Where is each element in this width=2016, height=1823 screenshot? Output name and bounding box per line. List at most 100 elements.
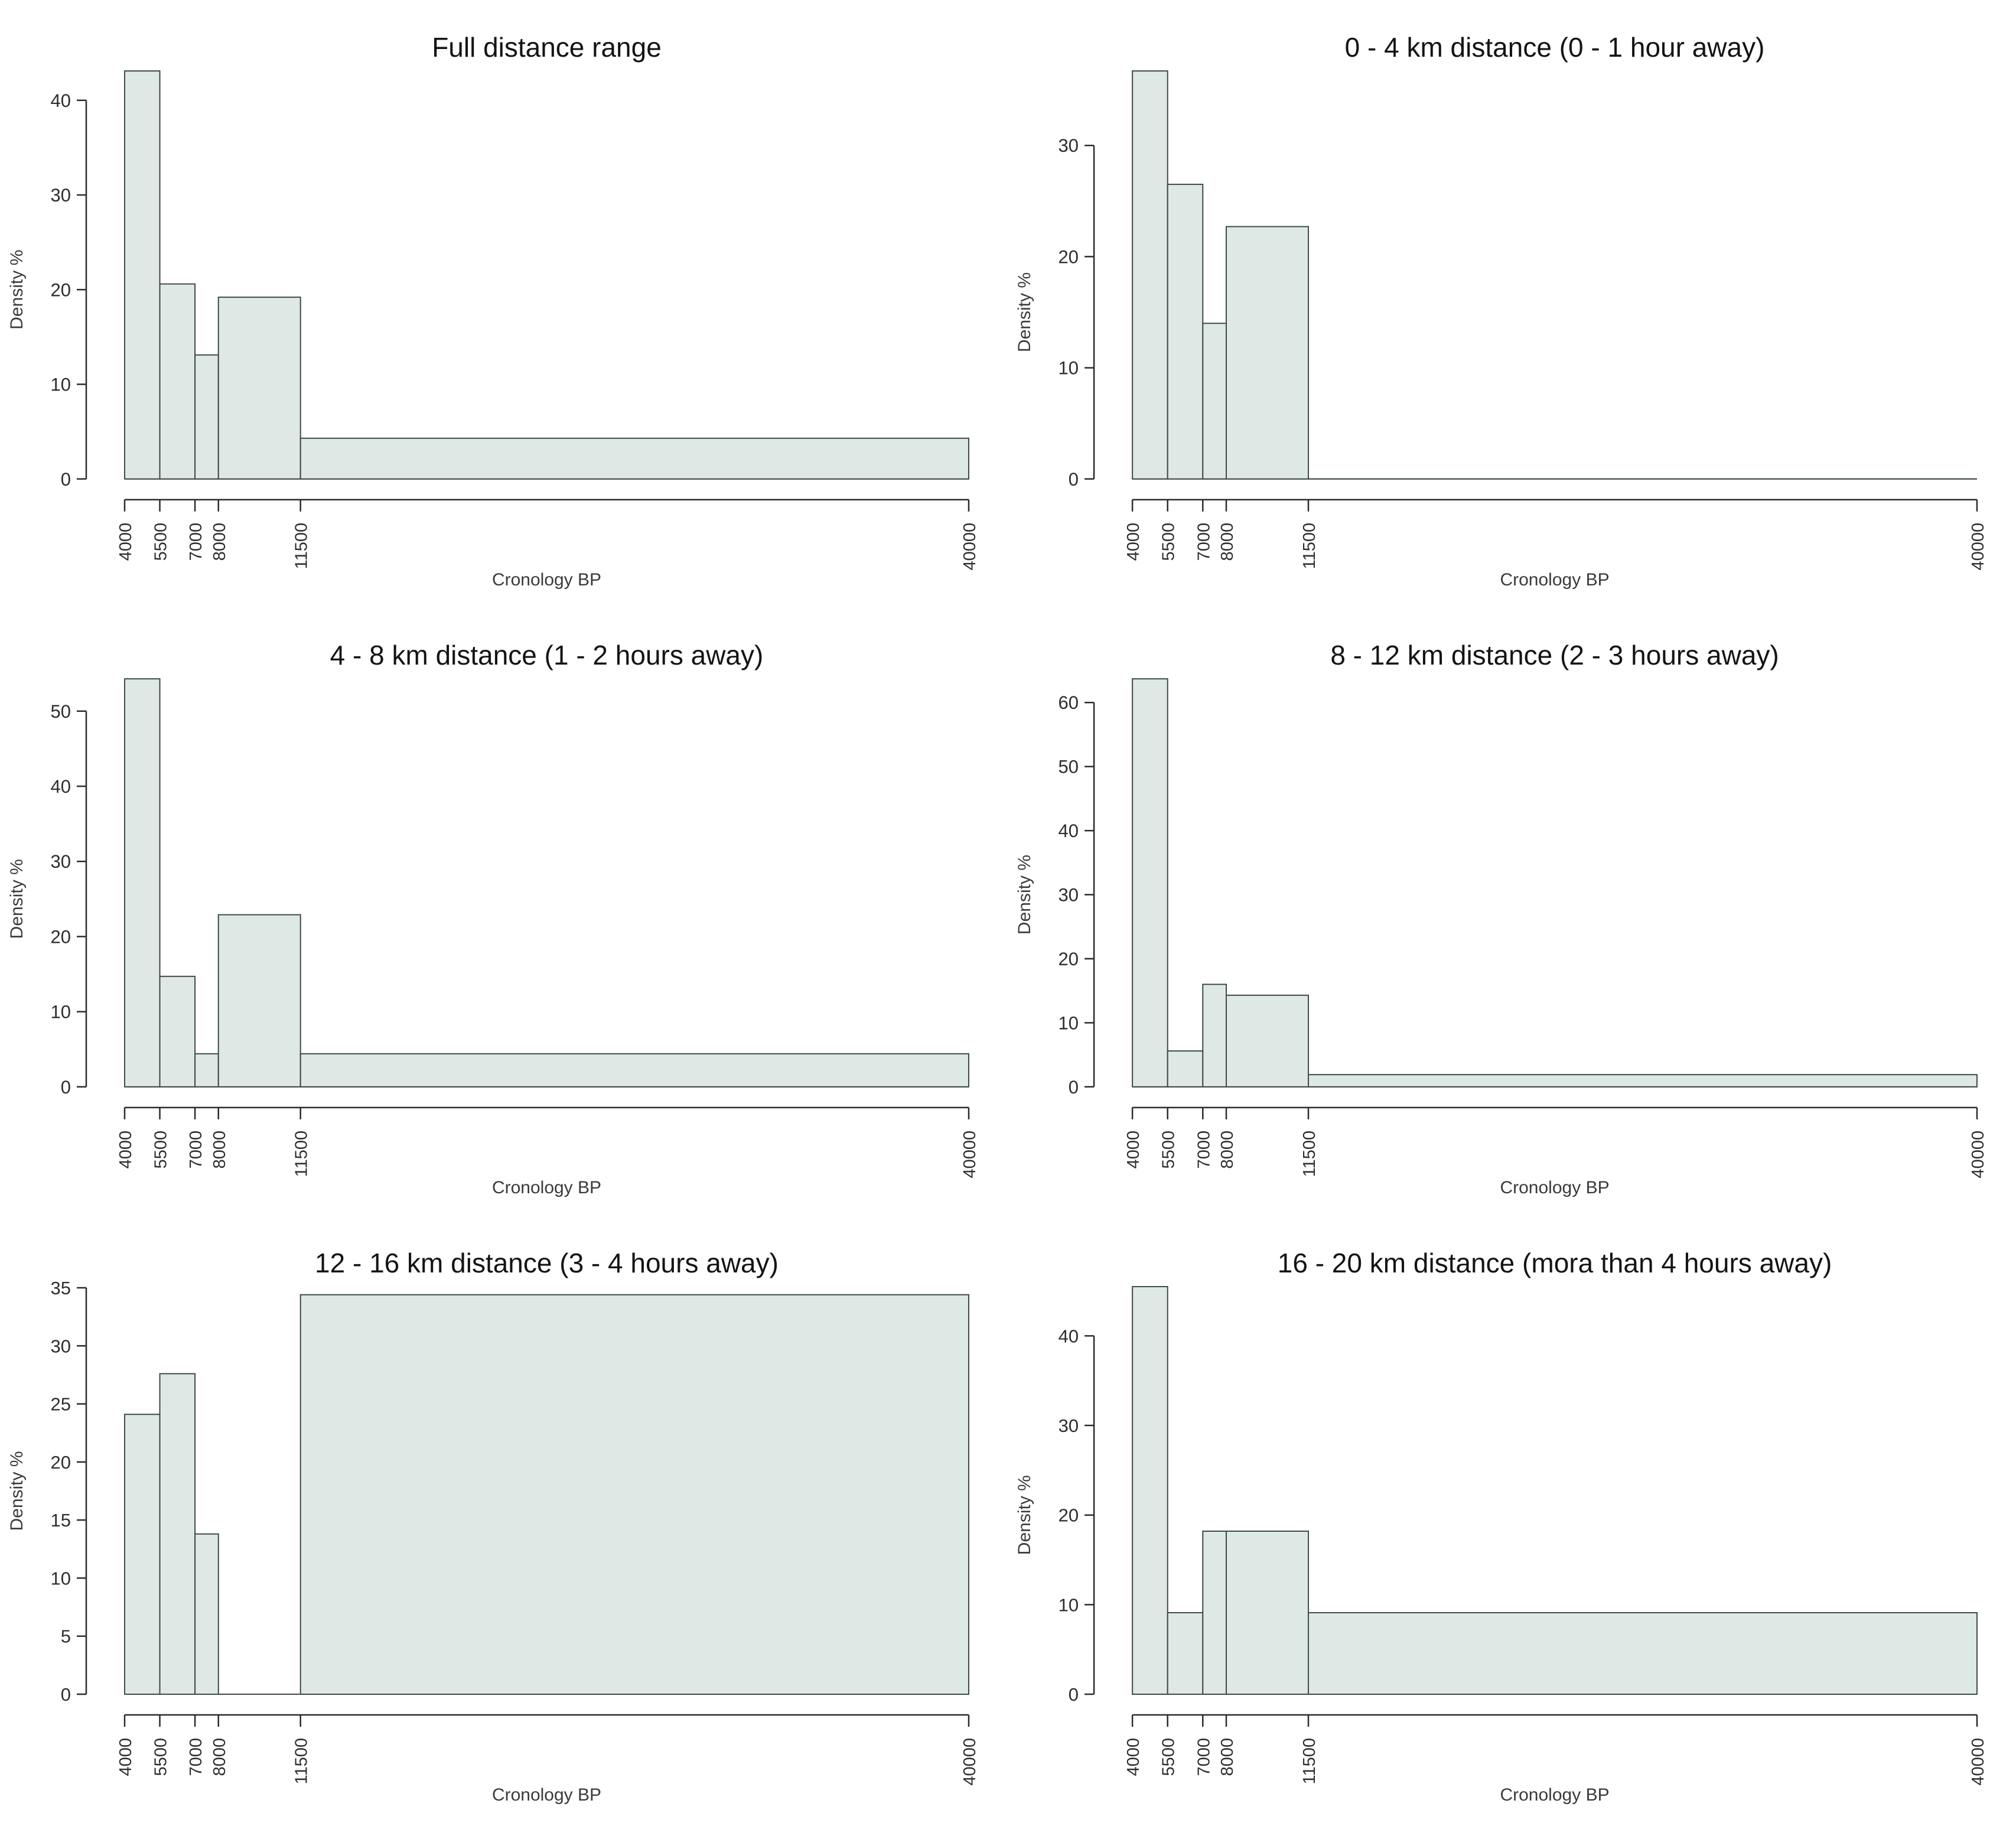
x-tick-label: 4000 bbox=[1124, 1131, 1143, 1169]
y-tick-label: 40 bbox=[1059, 1326, 1079, 1346]
y-tick-label: 30 bbox=[51, 1336, 71, 1356]
y-tick-label: 10 bbox=[51, 1568, 71, 1588]
y-tick-label: 10 bbox=[51, 1002, 71, 1023]
histogram-bar bbox=[217, 297, 301, 480]
histogram-bar bbox=[299, 1053, 969, 1088]
y-tick-label: 0 bbox=[1069, 1077, 1079, 1098]
y-tick-label: 10 bbox=[1059, 1013, 1079, 1033]
x-axis-label: Cronology BP bbox=[492, 1178, 601, 1197]
histogram-bar bbox=[124, 1414, 161, 1695]
y-tick-label: 40 bbox=[1059, 821, 1079, 841]
x-axis-label: Cronology BP bbox=[1500, 1178, 1609, 1197]
x-tick-label: 8000 bbox=[1218, 1738, 1237, 1776]
x-tick-label: 8000 bbox=[210, 1738, 229, 1776]
y-tick-label: 40 bbox=[51, 776, 71, 797]
x-tick-label: 11500 bbox=[292, 1738, 311, 1785]
histogram-bar bbox=[124, 70, 161, 480]
x-tick-label: 11500 bbox=[1300, 1738, 1319, 1784]
y-tick-label: 0 bbox=[61, 1684, 71, 1705]
y-tick-label: 10 bbox=[51, 375, 71, 395]
histogram-bar bbox=[217, 914, 301, 1088]
y-tick-label: 20 bbox=[1059, 949, 1079, 969]
x-axis-label: Cronology BP bbox=[1500, 570, 1609, 590]
x-tick-label: 40000 bbox=[960, 1131, 979, 1179]
y-axis-label: Density % bbox=[1015, 1475, 1034, 1555]
x-tick-label: 5500 bbox=[1160, 1131, 1178, 1169]
x-tick-label: 40000 bbox=[960, 1738, 979, 1786]
x-tick-label: 7000 bbox=[1194, 1131, 1213, 1169]
x-tick-label: 8000 bbox=[1218, 523, 1237, 561]
histogram-bar bbox=[194, 1533, 219, 1695]
y-tick-label: 50 bbox=[51, 701, 71, 722]
x-tick-label: 7000 bbox=[187, 1131, 206, 1169]
histogram-bar bbox=[124, 678, 161, 1088]
y-tick-label: 5 bbox=[61, 1626, 71, 1647]
histogram-bar bbox=[159, 1373, 196, 1695]
histogram-svg-12-16km: 12 - 16 km distance (3 - 4 hours away) 0 5… bbox=[7, 1248, 979, 1805]
x-tick-label: 5500 bbox=[152, 1738, 171, 1776]
histogram-bar bbox=[1225, 994, 1310, 1088]
x-tick-label: 7000 bbox=[1194, 523, 1213, 561]
y-tick-label: 20 bbox=[1059, 1505, 1079, 1526]
histogram-panel-16-20km: 16 - 20 km distance (mora than 4 hours a… bbox=[1008, 1216, 2016, 1823]
x-tick-label: 7000 bbox=[187, 1738, 206, 1776]
x-tick-label: 5500 bbox=[1160, 523, 1178, 561]
y-tick-label: 20 bbox=[1059, 246, 1079, 267]
y-tick-label: 0 bbox=[61, 1077, 71, 1098]
x-tick-label: 8000 bbox=[210, 1131, 229, 1169]
histogram-bar bbox=[1225, 226, 1310, 480]
y-tick-label: 15 bbox=[51, 1510, 71, 1531]
y-tick-label: 0 bbox=[61, 469, 71, 490]
chart-title: Full distance range bbox=[432, 32, 662, 63]
y-tick-label: 30 bbox=[1059, 885, 1079, 906]
y-tick-label: 60 bbox=[1059, 692, 1079, 713]
histogram-svg-0-4km: 0 - 4 km distance (0 - 1 hour away) 0 10 20… bbox=[1015, 32, 1988, 590]
x-tick-label: 40000 bbox=[1969, 1131, 1988, 1179]
chart-title: 16 - 20 km distance (mora than 4 hours a… bbox=[1278, 1248, 1832, 1278]
histogram-bar bbox=[1167, 1050, 1204, 1088]
chart-title: 8 - 12 km distance (2 - 3 hours away) bbox=[1330, 640, 1779, 670]
y-tick-label: 40 bbox=[51, 90, 71, 111]
histogram-bar bbox=[159, 283, 196, 480]
y-tick-label: 25 bbox=[51, 1394, 71, 1415]
x-tick-label: 40000 bbox=[1969, 1738, 1988, 1786]
x-tick-label: 4000 bbox=[116, 1131, 135, 1169]
histogram-bar bbox=[299, 1294, 969, 1695]
x-tick-label: 8000 bbox=[210, 523, 229, 561]
y-tick-label: 30 bbox=[1059, 1415, 1079, 1436]
x-tick-label: 4000 bbox=[1124, 1738, 1143, 1776]
y-tick-label: 10 bbox=[1059, 358, 1079, 379]
y-tick-label: 10 bbox=[1059, 1594, 1079, 1615]
y-tick-label: 30 bbox=[1059, 135, 1079, 156]
y-axis-label: Density % bbox=[1015, 855, 1034, 935]
histogram-panel-4-8km: 4 - 8 km distance (1 - 2 hours away) 0 10 2… bbox=[0, 608, 1008, 1216]
x-tick-label: 8000 bbox=[1218, 1131, 1237, 1169]
histogram-bar bbox=[1308, 1074, 1978, 1088]
y-tick-label: 20 bbox=[51, 279, 71, 300]
y-tick-label: 20 bbox=[51, 1452, 71, 1473]
histogram-bar bbox=[1167, 184, 1204, 480]
x-tick-label: 11500 bbox=[1300, 1131, 1319, 1177]
histogram-bar bbox=[1202, 323, 1227, 480]
x-tick-label: 40000 bbox=[1969, 523, 1988, 571]
x-tick-label: 11500 bbox=[1300, 523, 1319, 569]
histogram-svg-16-20km: 16 - 20 km distance (mora than 4 hours a… bbox=[1015, 1248, 1988, 1805]
histogram-panel-8-12km: 8 - 12 km distance (2 - 3 hours away) 0 10… bbox=[1008, 608, 2016, 1216]
y-axis-label: Density % bbox=[7, 250, 27, 330]
x-tick-label: 7000 bbox=[1194, 1738, 1213, 1776]
histogram-svg-full-distance: Full distance range 0 10 20 30 40 Density % 400… bbox=[7, 32, 979, 590]
y-axis-label: Density % bbox=[1015, 272, 1034, 352]
y-tick-label: 0 bbox=[1069, 1684, 1079, 1705]
x-axis-label: Cronology BP bbox=[1500, 1785, 1609, 1805]
x-tick-label: 11500 bbox=[292, 1131, 311, 1177]
y-tick-label: 50 bbox=[1059, 757, 1079, 777]
y-tick-label: 0 bbox=[1069, 469, 1079, 490]
histogram-panel-full-distance: Full distance range 0 10 20 30 40 Density % 400… bbox=[0, 0, 1008, 608]
x-tick-label: 5500 bbox=[152, 1131, 171, 1169]
y-tick-label: 30 bbox=[51, 185, 71, 206]
x-tick-label: 4000 bbox=[1124, 523, 1143, 561]
histogram-panel-12-16km: 12 - 16 km distance (3 - 4 hours away) 0 5… bbox=[0, 1216, 1008, 1823]
y-axis-label: Density % bbox=[7, 859, 27, 939]
histogram-bar bbox=[1132, 1286, 1168, 1695]
x-tick-label: 4000 bbox=[116, 523, 135, 561]
